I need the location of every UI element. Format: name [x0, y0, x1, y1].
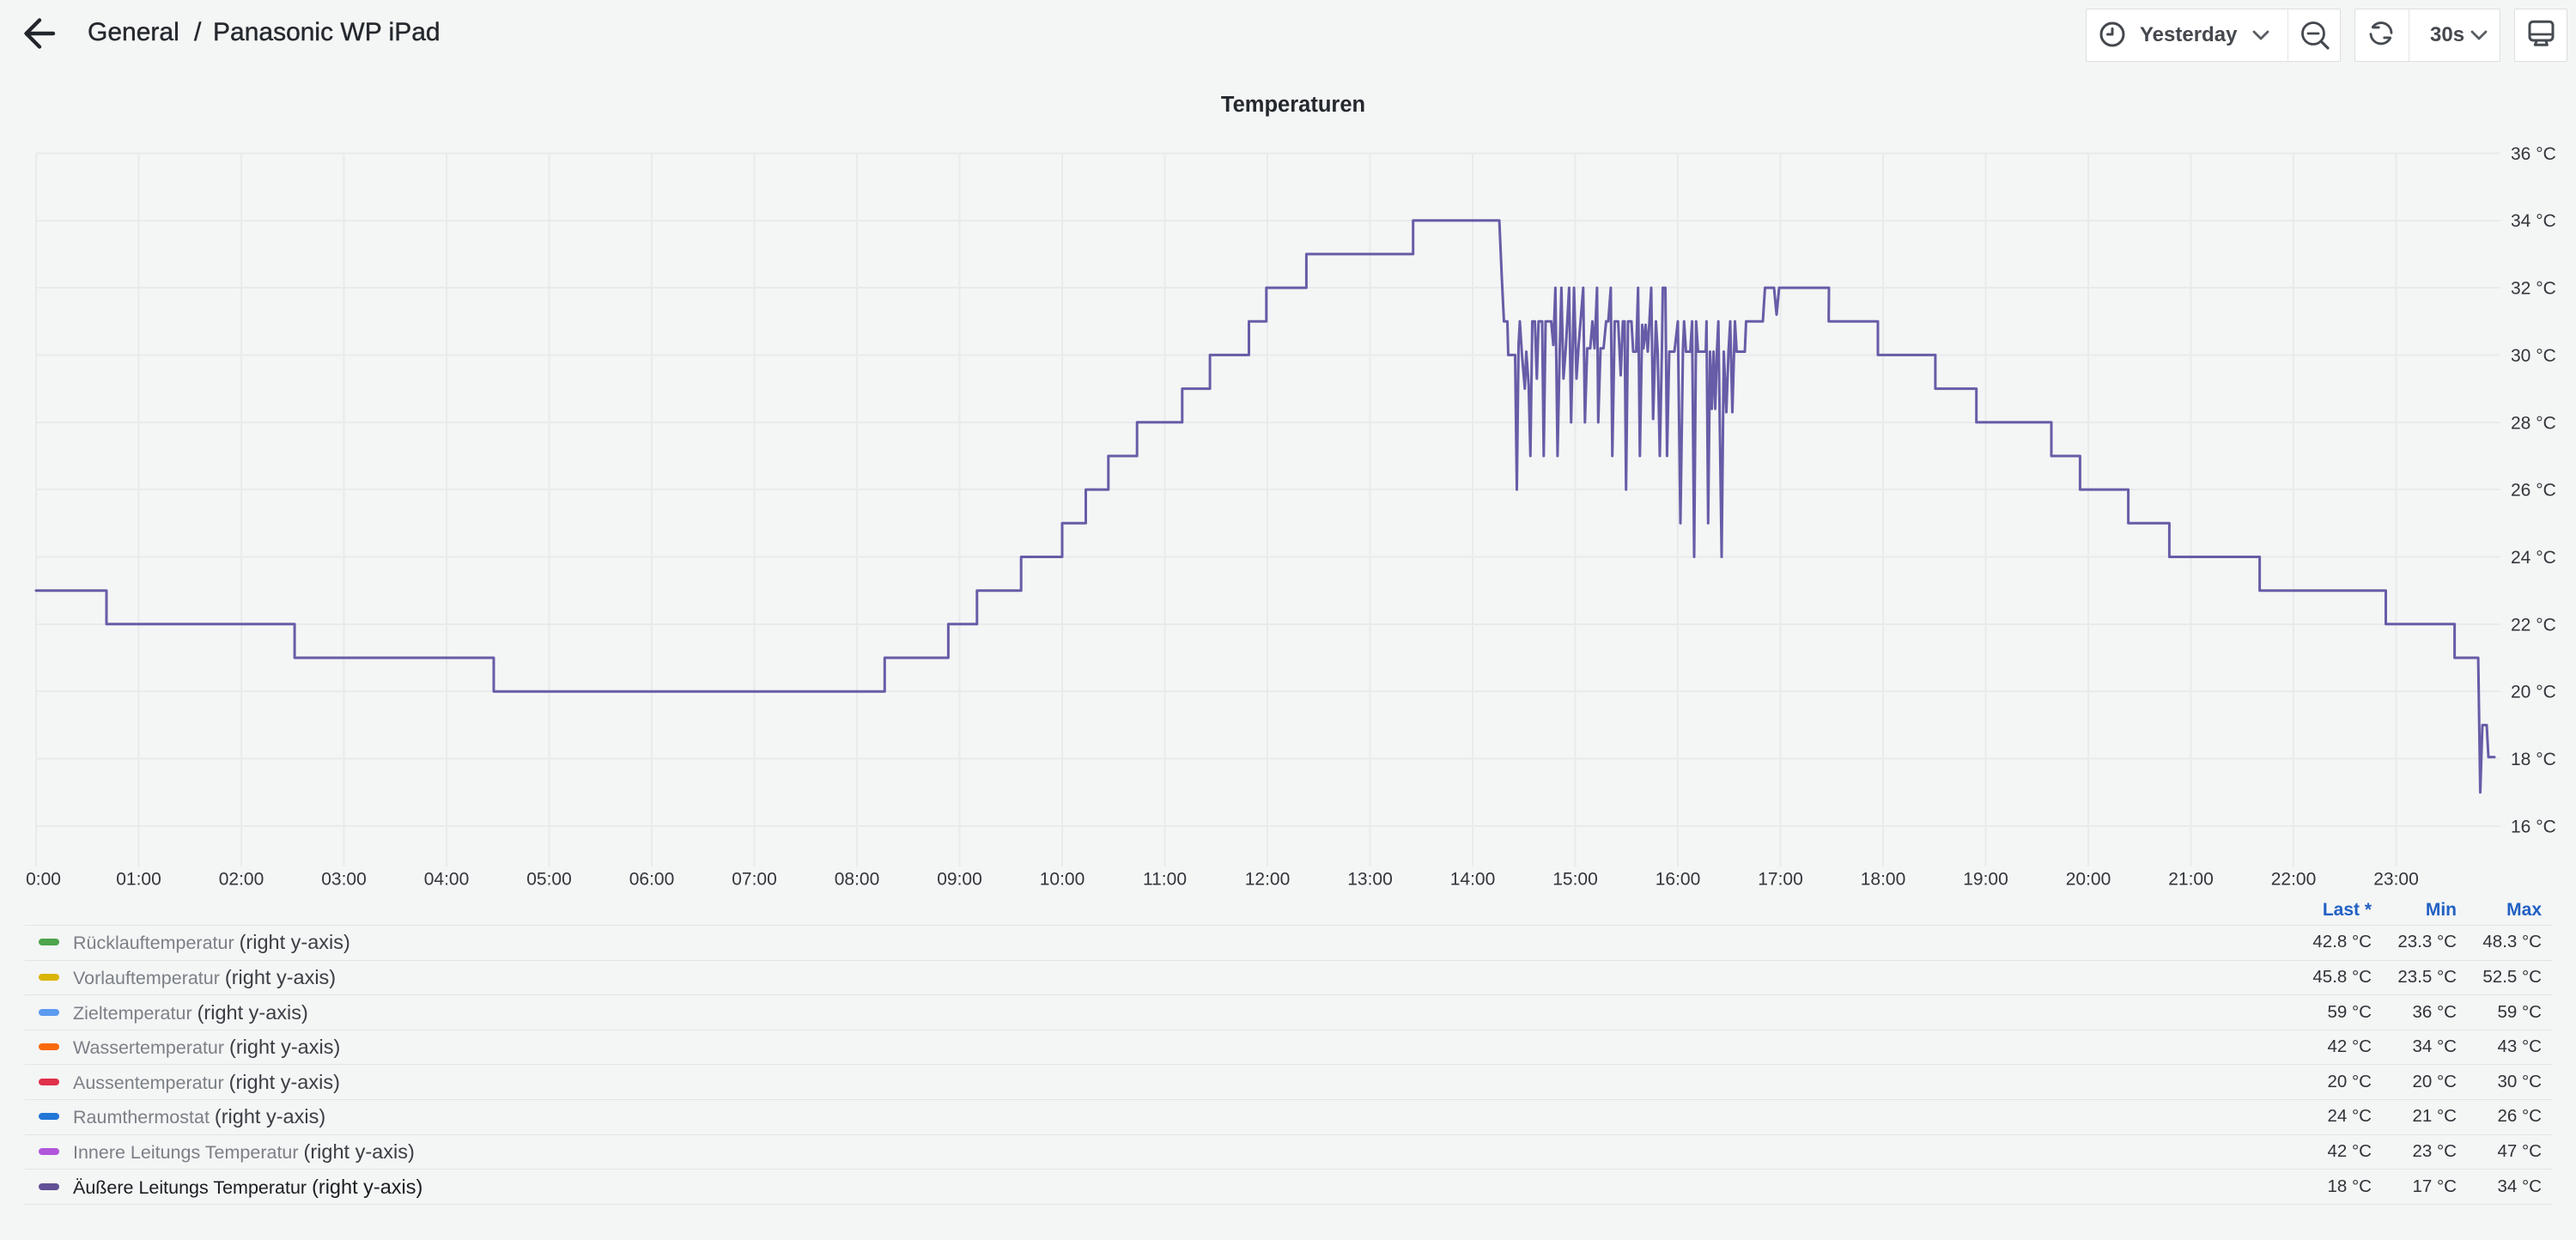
svg-text:28 °C: 28 °C: [2511, 413, 2556, 433]
svg-text:Temperaturen: Temperaturen: [1221, 93, 1365, 117]
svg-text:15:00: 15:00: [1552, 870, 1598, 890]
svg-text:13:00: 13:00: [1347, 870, 1393, 890]
svg-text:34 °C: 34 °C: [2511, 211, 2556, 231]
svg-text:14:00: 14:00: [1450, 870, 1496, 890]
svg-text:01:00: 01:00: [116, 870, 161, 890]
svg-text:22:00: 22:00: [2271, 870, 2317, 890]
svg-text:10:00: 10:00: [1040, 870, 1085, 890]
svg-text:02:00: 02:00: [219, 870, 264, 890]
svg-text:36 °C: 36 °C: [2511, 144, 2556, 164]
svg-text:17:00: 17:00: [1758, 870, 1803, 890]
svg-text:16:00: 16:00: [1656, 870, 1701, 890]
svg-text:05:00: 05:00: [526, 870, 572, 890]
svg-text:11:00: 11:00: [1143, 870, 1187, 890]
svg-text:08:00: 08:00: [835, 870, 880, 890]
svg-text:06:00: 06:00: [629, 870, 675, 890]
svg-text:20:00: 20:00: [2066, 870, 2111, 890]
svg-text:03:00: 03:00: [321, 870, 367, 890]
svg-text:12:00: 12:00: [1245, 870, 1291, 890]
svg-text:21:00: 21:00: [2168, 870, 2214, 890]
svg-text:18 °C: 18 °C: [2511, 750, 2556, 769]
svg-text:24 °C: 24 °C: [2511, 548, 2556, 568]
svg-text:32 °C: 32 °C: [2511, 279, 2556, 299]
svg-text:23:00: 23:00: [2373, 870, 2419, 890]
svg-text:09:00: 09:00: [937, 870, 982, 890]
svg-text:18:00: 18:00: [1861, 870, 1906, 890]
svg-text:26 °C: 26 °C: [2511, 481, 2556, 501]
svg-text:04:00: 04:00: [424, 870, 470, 890]
svg-text:19:00: 19:00: [1963, 870, 2008, 890]
svg-text:16 °C: 16 °C: [2511, 817, 2556, 836]
svg-text:20 °C: 20 °C: [2511, 683, 2556, 702]
svg-text:07:00: 07:00: [732, 870, 777, 890]
svg-text:30 °C: 30 °C: [2511, 346, 2556, 366]
svg-text:0:00: 0:00: [26, 870, 61, 890]
svg-text:22 °C: 22 °C: [2511, 615, 2556, 635]
